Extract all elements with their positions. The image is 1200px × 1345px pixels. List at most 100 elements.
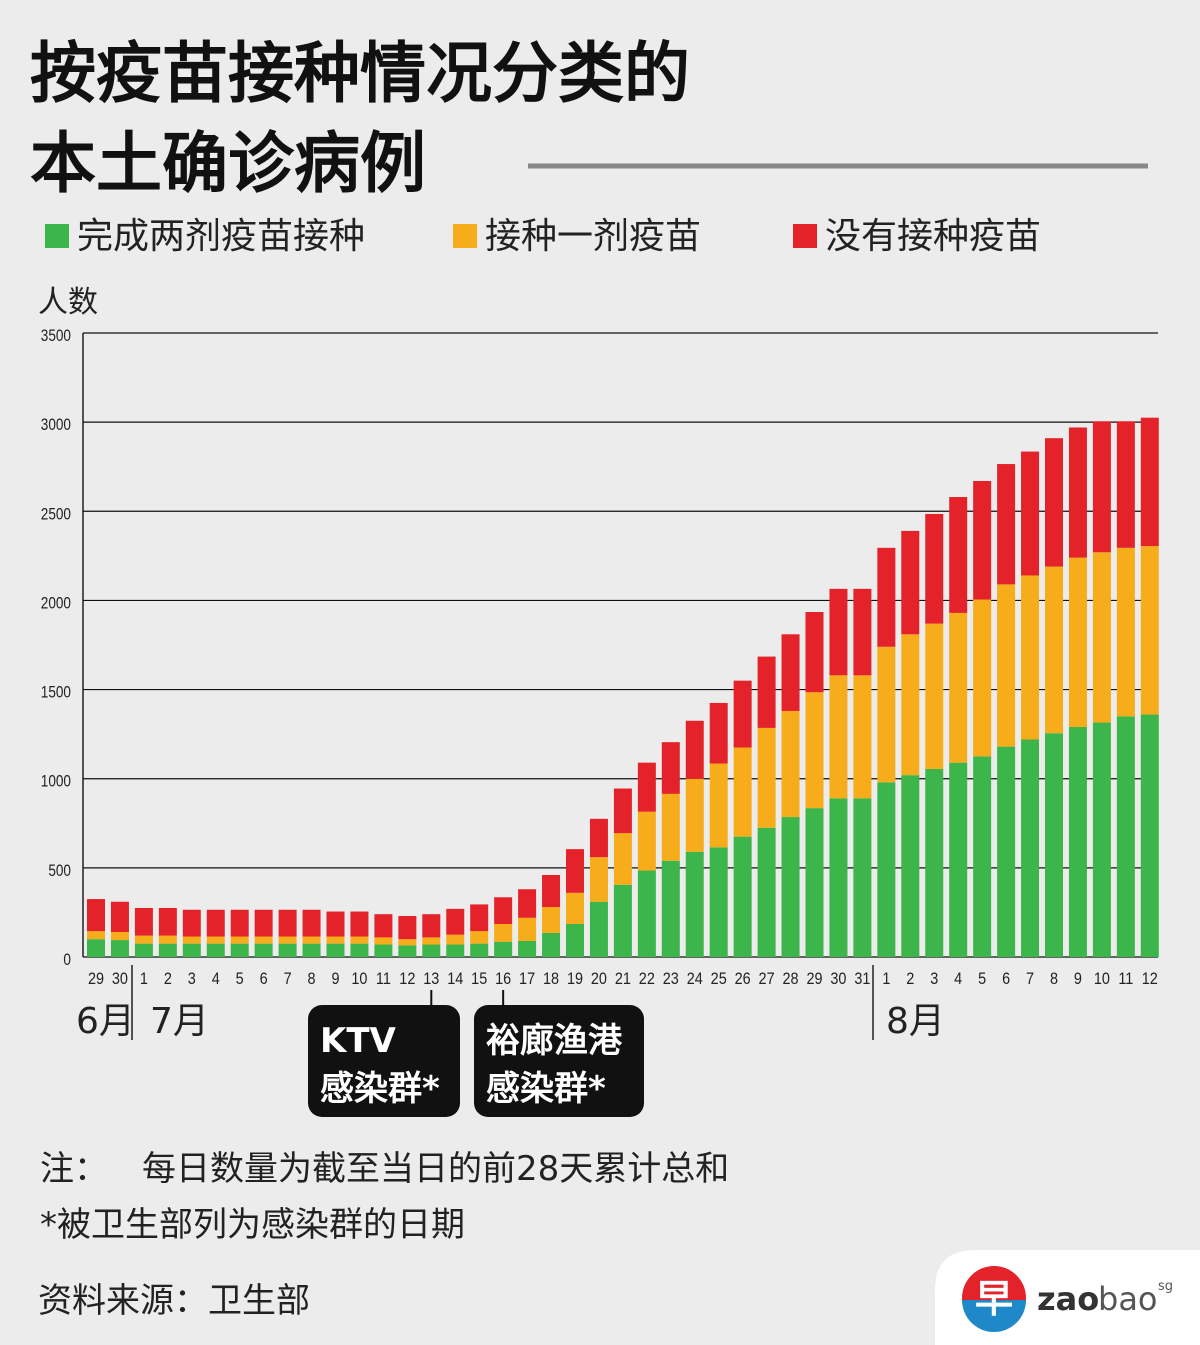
bar-segment (805, 612, 824, 693)
bar-segment (853, 588, 872, 676)
bar-segment (302, 936, 321, 944)
x-tick-label: 25 (711, 970, 727, 988)
bar-segment (87, 931, 105, 940)
bar-segment (1116, 421, 1135, 548)
x-tick-label: 8 (1050, 970, 1058, 988)
bar-segment (446, 934, 465, 945)
bar-segment (901, 634, 920, 776)
bar-segment (781, 710, 800, 818)
bar-segment (1140, 546, 1159, 715)
x-tick-label: 18 (543, 970, 559, 988)
note-text: 每日数量为截至当日的前28天累计总和 (142, 1149, 729, 1189)
bar-segment (661, 793, 680, 861)
logo-sg: sg (1158, 1279, 1173, 1294)
callout-box (308, 1005, 460, 1117)
bar-segment (230, 936, 249, 944)
bar-segment (949, 762, 968, 957)
y-tick-label: 3500 (41, 327, 71, 346)
bar-segment (134, 943, 153, 957)
bar-segment (350, 936, 369, 944)
chart-title: 按疫苗接种情况分类的 (30, 35, 690, 112)
x-tick-label: 11 (376, 970, 391, 988)
bar-segment (87, 899, 105, 932)
bar-segment (733, 747, 752, 837)
bar-segment (613, 884, 632, 957)
bar-segment (781, 634, 800, 711)
x-tick-label: 9 (1074, 970, 1082, 988)
y-tick-label: 1000 (41, 772, 71, 791)
x-tick-label: 6 (1002, 970, 1010, 988)
bar-segment (110, 901, 129, 933)
bar-segment (254, 936, 273, 944)
bar-segment (158, 907, 177, 936)
bar-segment (589, 818, 608, 858)
x-tick-label: 30 (830, 970, 846, 988)
x-tick-label: 5 (236, 970, 244, 988)
bar-segment (757, 727, 776, 828)
x-tick-label: 3 (188, 970, 196, 988)
bar-segment (637, 870, 656, 957)
x-tick-label: 31 (854, 970, 870, 988)
legend-swatch (793, 224, 817, 248)
bar-segment (1021, 451, 1040, 576)
bar-segment (685, 851, 704, 957)
x-tick-label: 1 (882, 970, 890, 988)
note-star: *被卫生部列为感染群的日期 (40, 1205, 465, 1245)
bar-segment (542, 932, 561, 957)
x-tick-label: 14 (447, 970, 463, 988)
bar-segment (326, 936, 345, 944)
bar-segment (637, 811, 656, 871)
legend-swatch (453, 224, 477, 248)
logo-mark: 早 (975, 1277, 1013, 1321)
bar-segment (589, 901, 608, 957)
month-label: 7月 (150, 1001, 209, 1042)
bar-segment (182, 943, 201, 957)
x-tick-label: 15 (471, 970, 487, 988)
callout-text: 裕廊渔港 (486, 1021, 623, 1061)
bar-segment (470, 904, 489, 932)
bar-segment (901, 775, 920, 957)
bar-segment (805, 692, 824, 809)
x-tick-label: 12 (1142, 970, 1158, 988)
bar-segment (87, 939, 105, 957)
bar-segment (709, 763, 728, 848)
bar-segment (230, 909, 249, 937)
bar-segment (1092, 722, 1111, 957)
bar-segment (470, 943, 489, 957)
bar-segment (877, 547, 896, 647)
bar-segment (1021, 575, 1040, 740)
y-tick-label: 1500 (41, 683, 71, 702)
x-tick-label: 26 (735, 970, 751, 988)
bar-segment (518, 889, 537, 918)
x-tick-label: 2 (164, 970, 172, 988)
bar-segment (1045, 566, 1063, 734)
bar-segment (470, 931, 489, 944)
x-tick-label: 27 (759, 970, 775, 988)
x-tick-label: 3 (930, 970, 938, 988)
logo-wave (962, 1300, 1026, 1332)
bar-segment (278, 936, 297, 944)
x-tick-label: 29 (806, 970, 822, 988)
note-label: 注： (40, 1149, 108, 1189)
x-tick-label: 11 (1118, 970, 1133, 988)
bar-segment (374, 944, 393, 957)
bar-segment (110, 940, 129, 957)
bar-segment (182, 909, 201, 937)
bar-segment (1116, 547, 1135, 717)
logo-zao: zao (1037, 1280, 1099, 1318)
bar-segment (350, 943, 369, 957)
bar-segment (158, 943, 177, 957)
bar-segment (925, 623, 944, 769)
x-tick-label: 9 (331, 970, 339, 988)
x-tick-label: 21 (615, 970, 631, 988)
bar-segment (518, 940, 537, 957)
bar-segment (997, 464, 1016, 585)
x-tick-label: 13 (423, 970, 439, 988)
y-tick-label: 500 (48, 862, 71, 881)
bar-segment (877, 646, 896, 783)
callout-text: KTV (320, 1021, 397, 1061)
bar-segment (494, 941, 513, 957)
bar-segment (1045, 438, 1063, 567)
x-tick-label: 4 (954, 970, 962, 988)
